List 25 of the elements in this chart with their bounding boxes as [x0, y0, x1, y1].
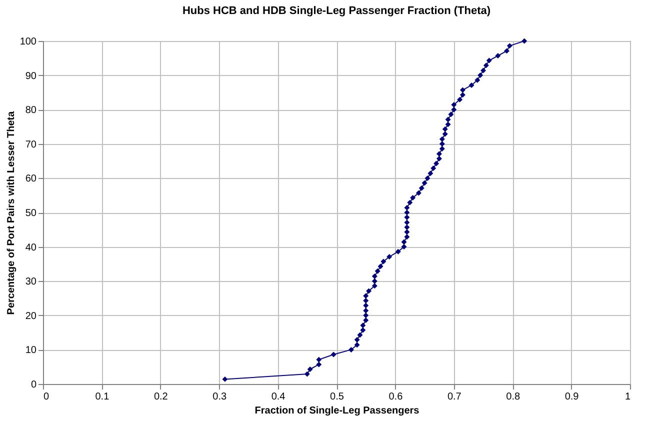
- y-tick-label: 50: [25, 208, 37, 219]
- x-tick-label: 0.7: [447, 392, 462, 402]
- x-tick-label: 0.2: [154, 392, 168, 402]
- y-tick-label: 20: [25, 310, 37, 322]
- chart-title: Hubs HCB and HDB Single-Leg Passenger Fraction (Theta): [182, 5, 491, 17]
- y-axis-title: Percentage of Port Pairs with Lesser Theta: [6, 110, 17, 315]
- y-tick-label: 10: [25, 345, 37, 356]
- x-tick-label: 0: [44, 392, 50, 402]
- y-tick-label: 90: [25, 70, 37, 82]
- y-tick-label: 60: [25, 174, 37, 185]
- y-tick-label: 80: [25, 105, 37, 116]
- x-tick-label: 0.5: [330, 392, 344, 402]
- y-tick-label: 30: [25, 276, 37, 288]
- y-tick-label: 0: [30, 380, 37, 390]
- x-tick-label: 0.1: [95, 392, 110, 402]
- x-axis-title: Fraction of Single-Leg Passengers: [254, 406, 420, 416]
- y-tick-label: 100: [20, 36, 37, 48]
- x-tick-label: 0.8: [506, 392, 520, 402]
- y-tick-label: 70: [25, 139, 37, 150]
- x-tick-label: 1: [624, 392, 631, 402]
- x-tick-label: 0.4: [271, 392, 286, 402]
- x-tick-label: 0.3: [212, 392, 227, 402]
- y-tick-label: 40: [25, 242, 37, 254]
- x-tick-label: 0.9: [564, 392, 580, 402]
- x-tick-label: 0.6: [388, 392, 404, 402]
